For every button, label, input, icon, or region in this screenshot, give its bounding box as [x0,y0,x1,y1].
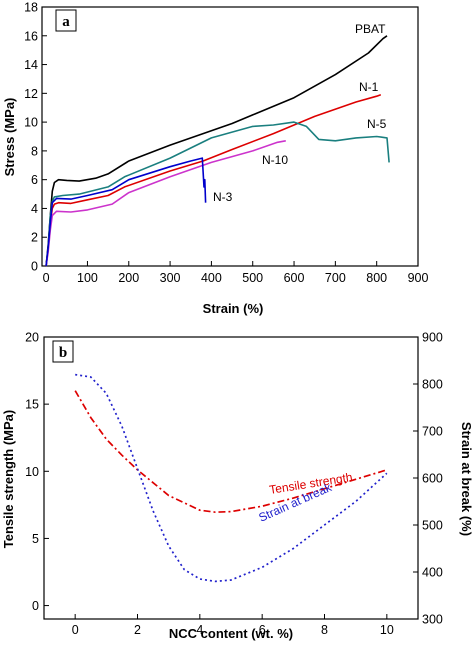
panel-b-y-tick-label: 20 [25,331,39,345]
panel-b-y2-axis-label: Strain at break (%) [459,422,474,536]
panel-a-letter: a [62,14,70,30]
panel-a-chart: 0 100 200 300 400 500 600 700 800 900 0 2 4 6 8 10 12 14 1… [2,1,428,317]
panel-a-y-tick-label: 8 [31,144,38,158]
panel-b-x-tick-label: 10 [380,623,394,637]
series-label-pbat: PBAT [355,22,386,36]
panel-b-y2-tick-label: 300 [422,613,443,627]
panel-b-x-axis-label: NCC content (wt. %) [169,626,293,641]
panel-a-x-tick-label: 700 [325,271,346,285]
panel-a-x-tick-label: 400 [201,271,222,285]
panel-b-y-tick-label: 5 [32,532,39,546]
panel-b-y2-tick-label: 700 [422,425,443,439]
panel-a-y-tick-label: 12 [24,87,38,101]
panel-a-y-tick-label: 16 [24,29,38,43]
panel-b-y2-tick-label: 800 [422,378,443,392]
panel-a-y-tick-label: 4 [31,202,38,216]
panel-b-y-axis-label: Tensile strength (MPa) [1,410,16,548]
panel-a-x-tick-label: 900 [408,271,429,285]
panel-a-letter-box: a [55,9,77,32]
panel-a-y-tick-label: 10 [24,116,38,130]
panel-b-letter: b [59,345,67,361]
series-label-n1: N-1 [359,80,379,94]
panel-a-y-tick-label: 6 [31,173,38,187]
panel-a-y-tick-label: 2 [31,231,38,245]
panel-a-y-tick-label: 0 [31,260,38,274]
series-line-tensile-strength [74,390,388,514]
panel-b-series [74,373,388,583]
panel-b-ticks: 0 2 4 6 8 10 0 5 10 15 20 300 400 500 600 700 800 900 [25,331,443,638]
panel-b-y-tick-label: 10 [25,465,39,479]
series-line-pbat [45,35,388,267]
panel-a-series [45,35,390,267]
panel-b-y2-tick-label: 600 [422,472,443,486]
panel-a-y-tick-label: 14 [24,58,38,72]
panel-a-frame [41,6,419,267]
series-label-n5: N-5 [367,117,387,131]
panel-a-y-tick-label: 18 [24,1,38,15]
panel-a-x-tick-label: 300 [160,271,181,285]
panel-a-x-tick-label: 0 [43,271,50,285]
panel-b-x-tick-label: 8 [321,623,328,637]
panel-a-x-tick-label: 200 [118,271,139,285]
panel-a-x-axis-label: Strain (%) [203,301,264,316]
series-line-n-3 [45,157,207,267]
panel-b-y2-tick-label: 500 [422,519,443,533]
panel-a-ticks: 0 100 200 300 400 500 600 700 800 900 0 2 4 6 8 10 12 14 1… [24,1,428,286]
panel-a-x-tick-label: 500 [242,271,263,285]
series-line-strain-at-break [75,373,388,583]
series-line-n-5 [45,121,390,267]
panel-b-x-tick-label: 2 [134,623,141,637]
panel-b-frame [43,336,419,620]
panel-a-y-axis-label: Stress (MPa) [2,98,17,177]
panel-b-x-tick-label: 6 [259,623,266,637]
panel-b-x-tick-label: 0 [72,623,79,637]
series-label-n3: N-3 [213,190,233,204]
panel-a-x-tick-label: 600 [284,271,305,285]
panel-b-y2-tick-label: 900 [422,331,443,345]
panel-b-y2-tick-label: 400 [422,566,443,580]
series-label-n10: N-10 [262,153,288,167]
panel-b-chart: 0 2 4 6 8 10 0 5 10 15 20 300 400 500 600 700 800 900 b T… [1,331,474,642]
series-line-n-1 [45,94,382,267]
panel-b-y-tick-label: 15 [25,398,39,412]
panel-b-y-tick-label: 0 [32,599,39,613]
panel-b-letter-box: b [52,340,74,363]
panel-a-x-tick-label: 100 [77,271,98,285]
panel-a-x-tick-label: 800 [366,271,387,285]
panel-b-x-tick-label: 4 [196,623,203,637]
